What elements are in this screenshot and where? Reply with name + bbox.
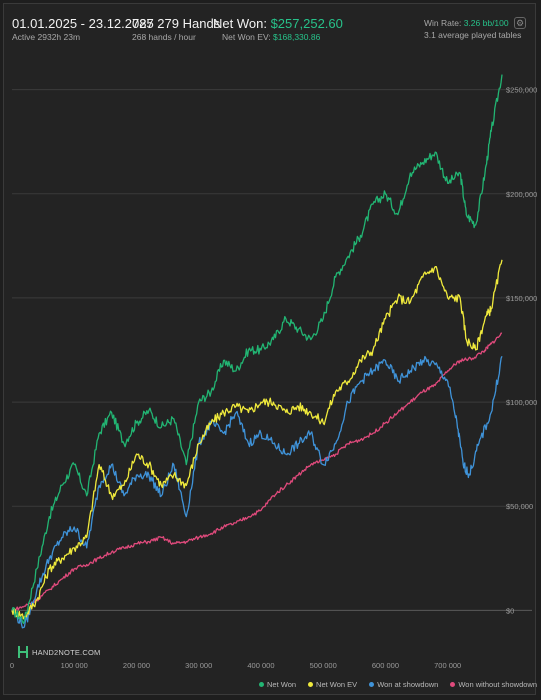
legend-dot-icon bbox=[369, 681, 375, 687]
net-won-value: $257,252.60 bbox=[270, 16, 343, 31]
legend-item[interactable]: Won without showdown bbox=[450, 680, 537, 689]
net-won-label: Net Won: bbox=[213, 16, 267, 31]
series-line-showdown bbox=[11, 355, 503, 629]
net-won-ev-label: Net Won EV: bbox=[222, 32, 271, 42]
x-tick-label: 0 bbox=[10, 661, 14, 670]
logo-mark-icon bbox=[18, 646, 28, 658]
stats-header: 01.01.2025 - 23.12.2025 Active 2932h 23m… bbox=[4, 4, 537, 48]
x-tick-label: 300 000 bbox=[185, 661, 212, 670]
x-tick-label: 100 000 bbox=[61, 661, 88, 670]
x-tick-label: 600 000 bbox=[372, 661, 399, 670]
net-won-ev-value: $168,330.86 bbox=[273, 32, 321, 42]
win-rate-label: Win Rate: bbox=[424, 18, 462, 28]
win-rate-value: 3.26 bb/100 bbox=[463, 18, 509, 28]
legend-item[interactable]: Net Won EV bbox=[308, 680, 357, 689]
chart-frame: 01.01.2025 - 23.12.2025 Active 2932h 23m… bbox=[3, 3, 537, 695]
y-tick-label: $250,000 bbox=[506, 86, 537, 95]
series-line-net-won bbox=[11, 74, 503, 625]
logo: HAND2NOTE.COM bbox=[18, 646, 100, 658]
series-line-non-showdown bbox=[11, 332, 503, 612]
y-tick-label: $0 bbox=[506, 606, 514, 615]
average-tables: 3.1 average played tables bbox=[424, 30, 522, 40]
x-tick-label: 200 000 bbox=[123, 661, 150, 670]
y-tick-label: $50,000 bbox=[506, 502, 533, 511]
x-tick-label: 500 000 bbox=[310, 661, 337, 670]
legend-item[interactable]: Won at showdown bbox=[369, 680, 438, 689]
legend-dot-icon bbox=[308, 681, 314, 687]
y-tick-label: $150,000 bbox=[506, 294, 537, 303]
x-tick-label: 400 000 bbox=[247, 661, 274, 670]
win-rate: Win Rate: 3.26 bb/100 bbox=[424, 18, 509, 28]
gear-icon[interactable]: ⚙ bbox=[514, 17, 526, 29]
date-range: 01.01.2025 - 23.12.2025 bbox=[12, 16, 154, 31]
legend-label: Won without showdown bbox=[458, 679, 537, 689]
logo-text: HAND2NOTE.COM bbox=[32, 647, 101, 657]
net-won-ev-summary: Net Won EV: $168,330.86 bbox=[222, 32, 320, 42]
y-tick-label: $100,000 bbox=[506, 398, 537, 407]
net-won-summary: Net Won: $257,252.60 bbox=[213, 16, 343, 31]
legend-label: Net Won EV bbox=[316, 679, 358, 689]
graph-canvas: $0 $50,000 $100,000 $150,000 $200,000 $250,00… bbox=[10, 74, 537, 670]
x-tick-label: 700 000 bbox=[434, 661, 461, 670]
legend-dot-icon bbox=[259, 681, 264, 687]
series-line-net-won-ev bbox=[11, 259, 503, 620]
legend-item[interactable]: Net Won bbox=[259, 680, 296, 689]
legend-label: Net Won bbox=[267, 679, 297, 689]
legend-dot-icon bbox=[450, 681, 456, 687]
y-tick-label: $200,000 bbox=[506, 190, 537, 199]
legend-label: Won at showdown bbox=[377, 679, 439, 689]
hands-count: 787 279 Hands bbox=[132, 16, 221, 31]
hands-per-hour: 268 hands / hour bbox=[132, 32, 196, 42]
legend: Net Won Net Won EV Won at showdown Won with… bbox=[259, 678, 537, 690]
active-time: Active 2932h 23m bbox=[12, 32, 81, 42]
